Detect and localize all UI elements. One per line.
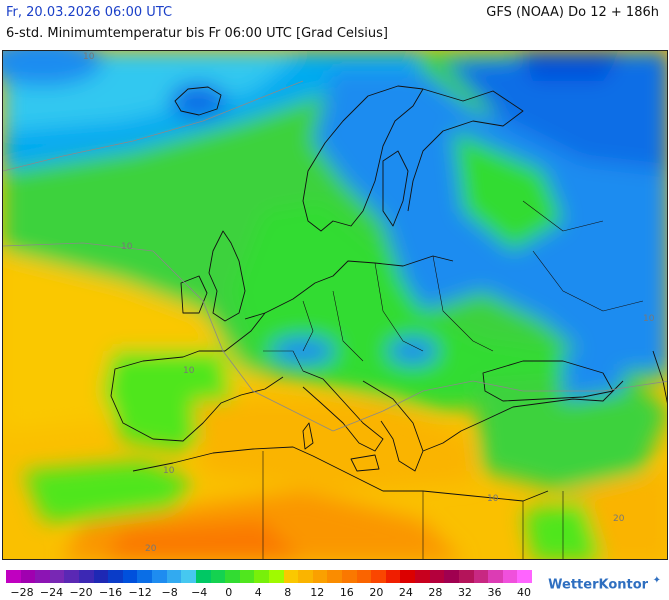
color-swatch [35,570,50,583]
color-swatch [517,570,532,583]
color-swatch [20,570,36,583]
color-swatch [444,570,459,583]
brand-logo: WetterKontor ✦ [548,575,661,593]
color-swatch [488,570,503,583]
color-swatch [166,570,182,583]
contour-label: 10 [183,366,195,376]
color-scale-tick: 28 [428,586,443,599]
color-swatch [473,570,489,583]
color-swatch [327,570,343,583]
color-scale-tick: −20 [69,586,93,599]
color-swatch [342,570,357,583]
color-swatch [195,570,211,583]
color-swatch [93,570,109,583]
color-scale-tick: −28 [10,586,34,599]
color-scale-tick: 12 [310,586,325,599]
color-scale-tick: 24 [398,586,413,599]
color-swatch [239,570,255,583]
color-scale-tick: 4 [254,586,262,599]
color-scale-tick: −12 [128,586,152,599]
color-scale-tick: −24 [39,586,64,599]
color-scale-tick: 0 [225,586,233,599]
color-scale-tick: −4 [191,586,208,599]
contour-label: 10 [643,314,655,324]
color-swatch [254,570,269,583]
color-swatch [356,570,372,583]
map-description: 6-std. Minimumtemperatur bis Fr 06:00 UT… [6,26,389,41]
color-scale-tick: 36 [487,586,502,599]
valid-time: Fr, 20.03.2026 06:00 UTC [6,5,173,20]
color-scale-tick: 40 [517,586,531,599]
color-scale-tick: 8 [284,586,292,599]
color-swatch [6,570,21,583]
contour-label: 20 [613,514,625,524]
color-scale [6,570,532,583]
color-swatch [79,570,94,583]
color-swatch [371,570,386,583]
contour-label: 10 [121,242,133,252]
color-swatch [225,570,240,583]
contour-label: 20 [145,544,157,554]
color-swatch [268,570,284,583]
color-swatch [458,570,474,583]
color-swatch [400,570,416,583]
color-swatch [312,570,328,583]
color-swatch [298,570,313,583]
color-swatch [283,570,299,583]
color-swatch [137,570,153,583]
map-canvas: 10 10 10 10 10 20 20 10 [3,51,667,559]
color-scale-ticks: −28 −24 −20 −16 −12 −8 −4 0 4 8 12 16 20 24 28 32 36 40 [0,586,560,600]
color-swatch [122,570,138,583]
color-scale-tick: −8 [161,586,178,599]
color-scale-tick: 32 [457,586,472,599]
color-swatch [502,570,518,583]
contour-label: 10 [487,494,499,504]
color-swatch [152,570,167,583]
contour-label: 10 [83,52,95,62]
color-scale-tick: 16 [339,586,354,599]
color-swatch [429,570,445,583]
color-swatch [210,570,226,583]
color-swatch [181,570,196,583]
color-swatch [385,570,401,583]
color-swatch [108,570,123,583]
color-swatch [64,570,80,583]
coastlines [110,85,667,559]
model-run: GFS (NOAA) Do 12 + 186h [486,5,659,20]
color-swatch [415,570,430,583]
color-scale-tick: −16 [98,586,123,599]
color-scale-tick: 20 [369,586,384,599]
contour-labels: 10 10 10 10 10 20 20 10 [83,52,655,554]
color-swatch [49,570,65,583]
contour-label: 10 [163,466,175,476]
isotherms [3,80,667,432]
temperature-map[interactable]: 10 10 10 10 10 20 20 10 [2,50,668,560]
